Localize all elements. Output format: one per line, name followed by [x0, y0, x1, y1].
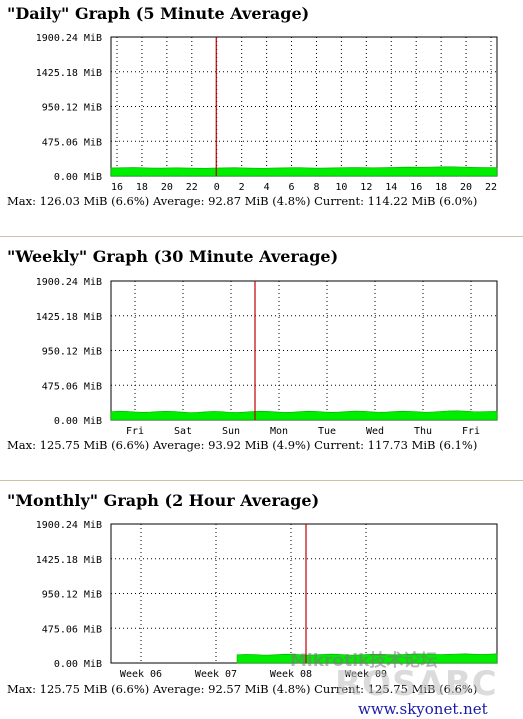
y-tick-label: 950.12 MiB [42, 590, 102, 601]
graph-stats: Max: 125.75 MiB (6.6%) Average: 93.92 Mi… [7, 438, 478, 452]
x-tick-label: 4 [264, 182, 270, 193]
y-tick-label: 475.06 MiB [42, 381, 102, 392]
x-tick-label: Sun [222, 426, 240, 437]
x-tick-label: 0 [214, 182, 220, 193]
x-tick-label: Week 08 [270, 669, 312, 680]
x-tick-label: Fri [462, 426, 480, 437]
graph-title: "Monthly" Graph (2 Hour Average) [7, 491, 320, 510]
x-tick-label: Fri [126, 426, 144, 437]
y-tick-label: 950.12 MiB [42, 347, 102, 358]
graph-stats: Max: 126.03 MiB (6.6%) Average: 92.87 Mi… [7, 194, 478, 208]
graph-stats: Max: 125.75 MiB (6.6%) Average: 92.57 Mi… [7, 682, 478, 696]
watermark-logo: ROSABC [335, 664, 498, 704]
x-tick-label: 20 [161, 182, 173, 193]
x-tick-label: Mon [270, 426, 288, 437]
traffic-area [110, 166, 498, 177]
x-tick-label: 8 [313, 182, 319, 193]
x-tick-label: 10 [335, 182, 347, 193]
watermark-url: www.skyonet.net [358, 700, 488, 718]
x-tick-label: Thu [414, 426, 432, 437]
y-tick-label: 0.00 MiB [54, 659, 102, 670]
daily-graph-chart: 0.00 MiB 475.06 MiB 950.12 MiB 1425.18 MiB 1… [36, 33, 498, 193]
y-tick-label: 0.00 MiB [54, 416, 102, 427]
x-tick-label: Week 09 [345, 669, 387, 680]
x-tick-label: 2 [239, 182, 245, 193]
weekly-graph-chart: 0.00 MiB 475.06 MiB 950.12 MiB 1425.18 MiB 1… [36, 277, 498, 437]
x-tick-label: 12 [360, 182, 372, 193]
y-tick-label: 1900.24 MiB [36, 277, 102, 288]
traffic-area [110, 410, 498, 421]
y-tick-label: 1425.18 MiB [36, 555, 102, 566]
divider [0, 236, 523, 237]
monthly-graph-chart: 0.00 MiB 475.06 MiB 950.12 MiB 1425.18 MiB 1… [36, 520, 498, 680]
x-tick-label: 22 [186, 182, 198, 193]
graph-title: "Weekly" Graph (30 Minute Average) [7, 247, 339, 266]
x-tick-label: 16 [410, 182, 422, 193]
y-tick-label: 475.06 MiB [42, 137, 102, 148]
x-tick-label: 16 [111, 182, 123, 193]
y-tick-label: 1425.18 MiB [36, 68, 102, 79]
x-tick-label: Week 06 [120, 669, 162, 680]
x-tick-label: Wed [366, 426, 384, 437]
x-tick-label: 18 [435, 182, 447, 193]
divider [0, 480, 523, 481]
x-tick-label: 18 [136, 182, 148, 193]
y-tick-label: 0.00 MiB [54, 172, 102, 183]
x-tick-label: 6 [289, 182, 295, 193]
x-tick-label: 14 [385, 182, 397, 193]
x-tick-label: Tue [318, 426, 336, 437]
x-tick-label: 20 [460, 182, 472, 193]
y-tick-label: 1900.24 MiB [36, 520, 102, 531]
x-tick-label: Sat [174, 426, 192, 437]
y-tick-label: 1425.18 MiB [36, 312, 102, 323]
graph-title: "Daily" Graph (5 Minute Average) [7, 4, 310, 23]
y-tick-label: 475.06 MiB [42, 624, 102, 635]
watermark-text: Mikrotik技术论坛 [290, 651, 438, 671]
traffic-area [236, 653, 498, 664]
x-tick-label: Week 07 [195, 669, 237, 680]
y-tick-label: 950.12 MiB [42, 103, 102, 114]
y-tick-label: 1900.24 MiB [36, 33, 102, 44]
x-tick-label: 22 [485, 182, 497, 193]
